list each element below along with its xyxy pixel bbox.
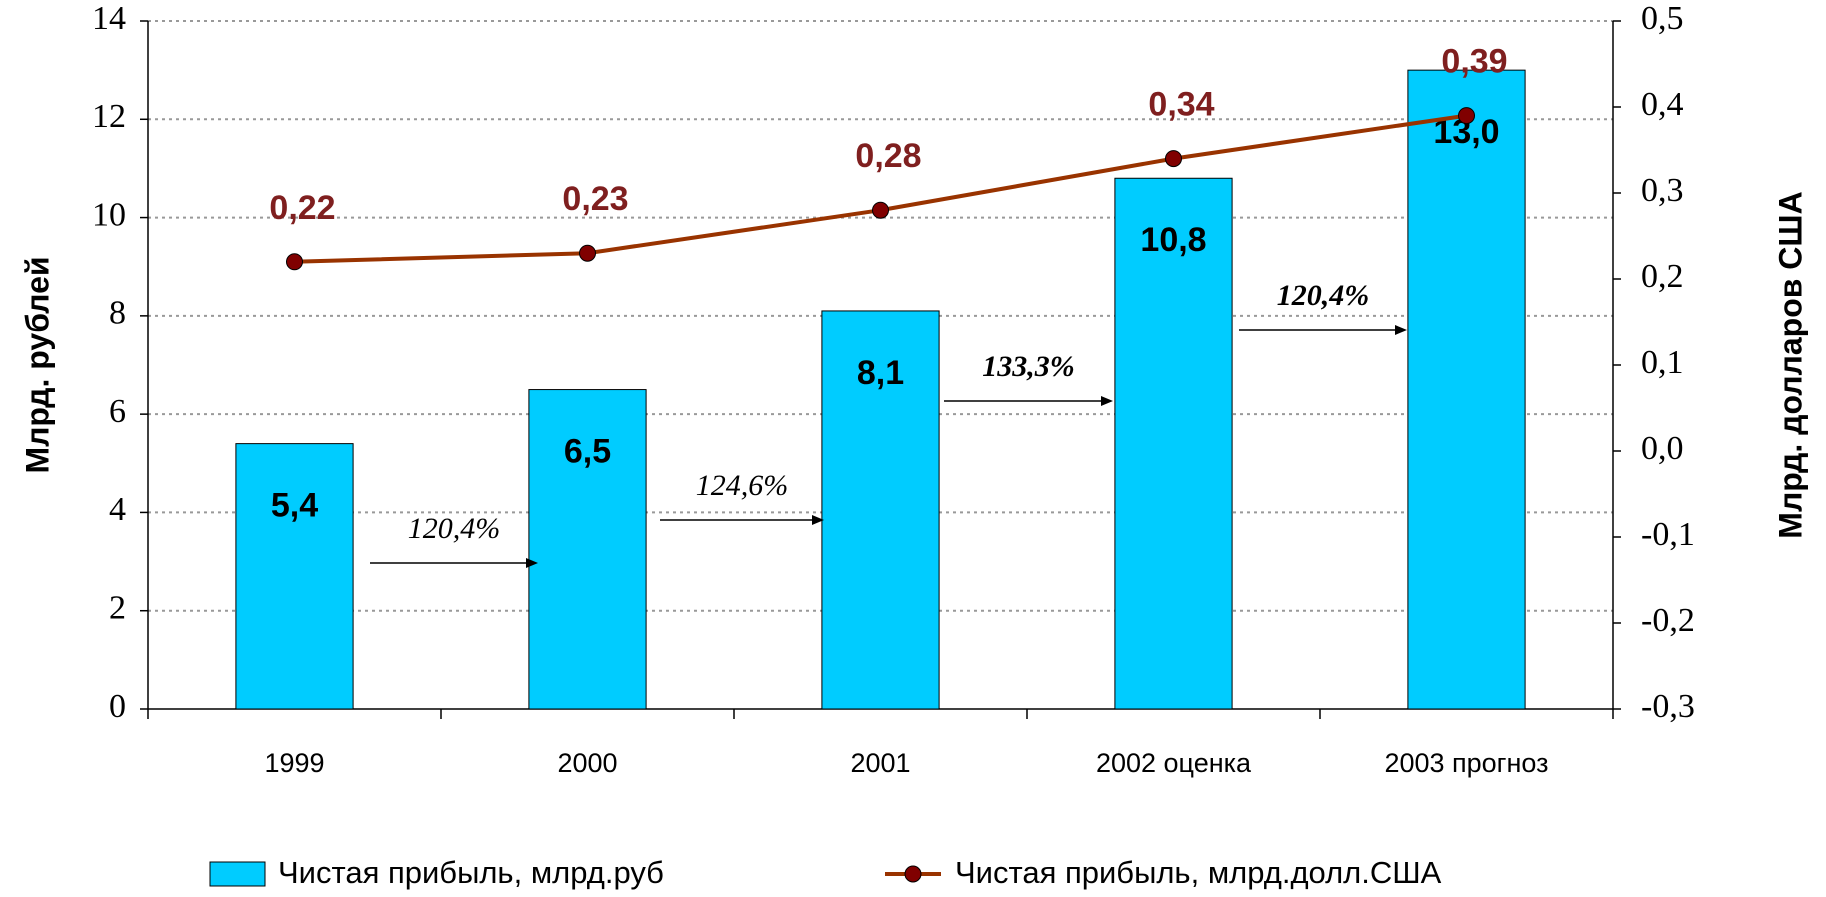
legend-label: Чистая прибыль, млрд.руб [278, 855, 664, 890]
growth-annotation: 124,6% [696, 469, 789, 502]
y-tick-label: 10 [92, 196, 126, 233]
growth-annotation: 120,4% [1277, 279, 1370, 312]
legend-marker [904, 865, 922, 883]
y2-tick-label: -0,2 [1641, 602, 1695, 639]
line-label: 0,34 [1148, 86, 1214, 124]
bar [235, 443, 354, 710]
growth-annotation: 120,4% [408, 512, 501, 545]
bar [528, 389, 647, 710]
bar [1114, 177, 1233, 710]
y-tick-label: 0 [109, 688, 126, 725]
y-tick-label: 2 [109, 590, 126, 627]
bar [821, 310, 940, 710]
line-label: 0,39 [1441, 43, 1507, 81]
bar-label: 5,4 [271, 487, 318, 525]
legend-label: Чистая прибыль, млрд.долл.США [955, 855, 1442, 890]
line-label: 0,28 [855, 137, 921, 175]
line-marker [872, 201, 889, 219]
arrow-head [812, 515, 824, 525]
arrow-head [526, 558, 538, 568]
y-tick-label: 12 [92, 98, 126, 135]
bar-label: 6,5 [564, 433, 611, 471]
x-tick-label: 2002 оценка [1096, 748, 1252, 778]
y-tick-label: 4 [109, 491, 126, 528]
y2-tick-label: 0,2 [1641, 258, 1684, 295]
y-tick-label: 6 [109, 393, 126, 430]
y2-tick-label: 0,0 [1641, 430, 1684, 467]
y2-tick-label: 0,4 [1641, 86, 1684, 123]
line-label: 0,22 [269, 189, 335, 227]
bar-label: 10,8 [1140, 221, 1206, 259]
arrow-head [1395, 325, 1407, 335]
line-marker [1458, 107, 1475, 125]
legend-swatch [209, 861, 266, 887]
x-tick-label: 2001 [850, 748, 910, 778]
y2-tick-label: 0,5 [1641, 0, 1684, 37]
y-axis-title: Млрд. рублей [19, 256, 55, 473]
y2-tick-label: -0,3 [1641, 688, 1695, 725]
y2-tick-label: -0,1 [1641, 516, 1695, 553]
y2-axis-title: Млрд. долларов США [1772, 191, 1808, 538]
line-marker [579, 244, 596, 262]
line-marker [286, 253, 303, 271]
bar-label: 8,1 [857, 354, 904, 392]
line-label: 0,23 [562, 180, 628, 218]
x-tick-label: 1999 [264, 748, 324, 778]
x-tick-label: 2003 прогноз [1384, 748, 1548, 778]
arrow-head [1101, 396, 1113, 406]
y-tick-label: 14 [92, 0, 126, 37]
line-marker [1165, 150, 1182, 168]
y2-tick-label: 0,1 [1641, 344, 1684, 381]
x-tick-label: 2000 [557, 748, 617, 778]
y2-tick-label: 0,3 [1641, 172, 1684, 209]
y-tick-label: 8 [109, 295, 126, 332]
bar [1407, 69, 1526, 710]
growth-annotation: 133,3% [982, 350, 1075, 383]
